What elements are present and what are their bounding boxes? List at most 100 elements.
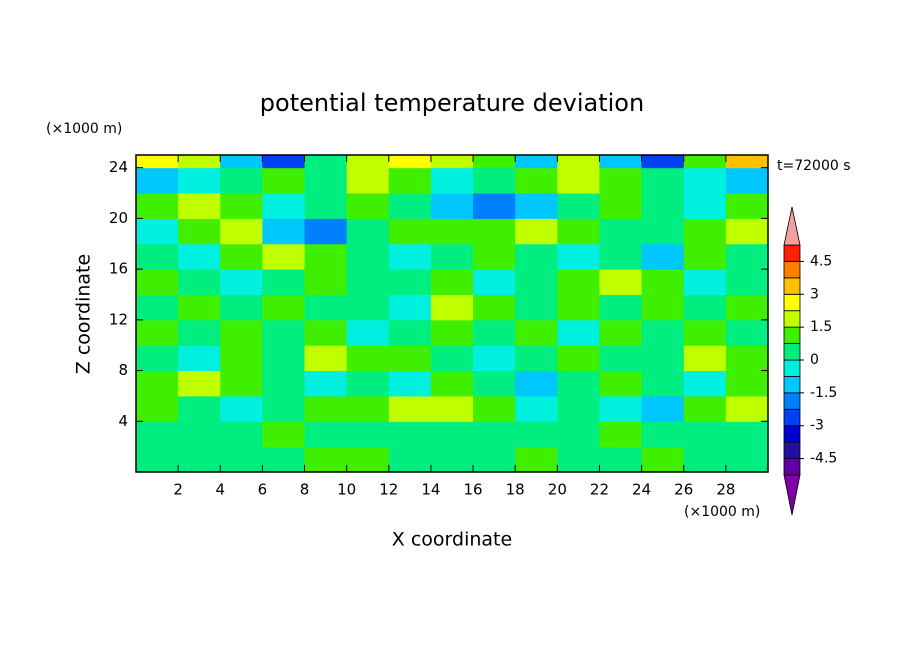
field-cell	[388, 193, 432, 219]
field-cell	[136, 345, 179, 372]
field-cell	[430, 243, 474, 270]
field-cell	[178, 370, 221, 397]
x-tick-label: 26	[674, 481, 693, 499]
y-tick-label: 20	[109, 209, 128, 227]
field-cell	[304, 421, 348, 448]
field-cell	[683, 345, 727, 372]
field-cell	[473, 218, 516, 245]
field-cell	[262, 395, 306, 422]
field-cell	[641, 446, 685, 473]
colorbar-box	[783, 392, 801, 410]
field-cell	[220, 319, 263, 346]
field-cell	[220, 294, 263, 321]
field-cell	[304, 167, 348, 194]
field-cell	[304, 370, 348, 397]
colorbar-box	[783, 277, 801, 295]
chart-title: potential temperature deviation	[260, 89, 644, 117]
field-cell	[304, 243, 348, 270]
colorbar-label: -1.5	[810, 385, 837, 401]
field-cell	[599, 269, 643, 295]
colorbar-label: 4.5	[810, 253, 832, 269]
x-tick-label: 4	[215, 481, 225, 499]
field-cell	[599, 218, 643, 245]
x-tick-label: 24	[632, 481, 651, 499]
field-cell	[515, 370, 558, 397]
y-tick-label: 24	[109, 158, 128, 176]
colorbar-under	[783, 474, 801, 516]
x-tick-label: 16	[464, 481, 483, 499]
field-cell	[557, 370, 600, 397]
colorbar-box	[783, 425, 801, 443]
field-cell	[515, 319, 558, 346]
field-cell	[557, 421, 600, 448]
colorbar-box	[783, 376, 801, 394]
field-cell	[430, 421, 474, 448]
field-cell	[725, 269, 769, 295]
field-cell	[220, 167, 263, 194]
annotation: t=72000 s	[777, 158, 851, 174]
field-cell	[725, 345, 769, 372]
field-cell	[683, 421, 727, 448]
field-cell	[262, 155, 306, 169]
field-cell	[515, 395, 558, 422]
x-tick-label: 2	[173, 481, 183, 499]
field-cell	[262, 370, 306, 397]
field-cell	[220, 395, 263, 422]
x-tick-label: 18	[506, 481, 525, 499]
field-cell	[346, 294, 390, 321]
field-cell	[346, 218, 390, 245]
field-cell	[725, 155, 769, 169]
field-cell	[262, 167, 306, 194]
field-cell	[725, 193, 769, 219]
colorbar-label: -3	[810, 418, 824, 434]
field-cell	[178, 155, 221, 169]
field-cell	[304, 395, 348, 422]
field-cell	[725, 319, 769, 346]
field-cell	[304, 294, 348, 321]
field-cell	[641, 269, 685, 295]
field-cell	[136, 294, 179, 321]
field-cell	[599, 155, 643, 169]
field-cell	[515, 155, 558, 169]
colorbar-over	[783, 206, 801, 246]
field-cell	[473, 193, 516, 219]
field-cell	[557, 155, 600, 169]
field-cell	[136, 421, 179, 448]
field-cell	[178, 269, 221, 295]
y-unit: (×1000 m)	[46, 121, 122, 137]
field-cell	[430, 395, 474, 422]
field-cell	[346, 370, 390, 397]
field-cell	[346, 446, 390, 473]
field-cell	[430, 269, 474, 295]
field-cell	[178, 167, 221, 194]
field-cell	[430, 218, 474, 245]
field-cell	[725, 421, 769, 448]
field-cell	[220, 155, 263, 169]
field-cell	[262, 193, 306, 219]
field-cell	[178, 218, 221, 245]
y-tick-label: 4	[118, 412, 128, 430]
field-cell	[515, 269, 558, 295]
field-cell	[473, 294, 516, 321]
field-cell	[683, 370, 727, 397]
field-cell	[262, 345, 306, 372]
field-cell	[430, 155, 474, 169]
field-cell	[304, 218, 348, 245]
field-cell	[136, 218, 179, 245]
x-tick-label: 14	[421, 481, 440, 499]
field-cell	[178, 345, 221, 372]
field-cell	[515, 243, 558, 270]
field-cell	[515, 167, 558, 194]
field-cell	[220, 370, 263, 397]
field-cell	[136, 446, 179, 473]
field-cell	[136, 193, 179, 219]
field-cell	[473, 345, 516, 372]
field-cell	[641, 155, 685, 169]
field-cell	[220, 269, 263, 295]
field-cell	[304, 193, 348, 219]
field-cell	[599, 395, 643, 422]
field-cell	[388, 395, 432, 422]
field-cell	[515, 294, 558, 321]
x-tick-label: 8	[300, 481, 310, 499]
